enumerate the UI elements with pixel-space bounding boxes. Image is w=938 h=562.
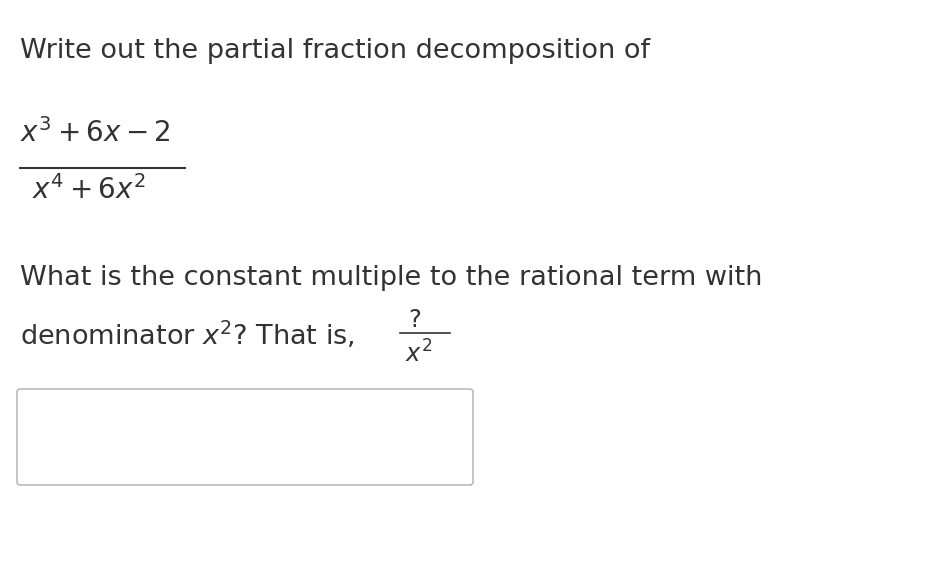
- Text: $x^3 + 6x - 2$: $x^3 + 6x - 2$: [20, 118, 171, 148]
- FancyBboxPatch shape: [17, 389, 473, 485]
- Text: $x^2$: $x^2$: [405, 340, 432, 367]
- Text: What is the constant multiple to the rational term with: What is the constant multiple to the rat…: [20, 265, 763, 291]
- Text: $?$: $?$: [408, 308, 421, 332]
- Text: denominator $x^2$? That is,: denominator $x^2$? That is,: [20, 320, 355, 351]
- Text: Write out the partial fraction decomposition of: Write out the partial fraction decomposi…: [20, 38, 650, 64]
- Text: $x^4 + 6x^2$: $x^4 + 6x^2$: [32, 175, 145, 205]
